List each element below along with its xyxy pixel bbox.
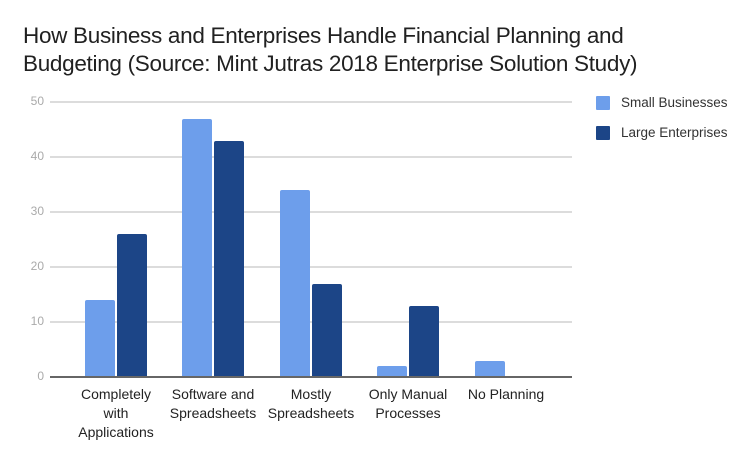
bar-large-enterprises[interactable] (117, 234, 147, 377)
x-axis-label: Only Manual Processes (368, 386, 448, 421)
x-axis-baseline (50, 376, 572, 378)
x-axis-label: Completely with Applications (78, 386, 154, 440)
y-tick-label: 40 (30, 149, 44, 163)
bar-small-businesses[interactable] (280, 190, 310, 377)
y-tick-label: 0 (37, 369, 44, 383)
gridline (50, 211, 572, 213)
legend-label: Large Enterprises (621, 125, 728, 140)
x-axis-label: Mostly Spreadsheets (267, 386, 355, 421)
y-tick-label: 30 (30, 204, 44, 218)
chart-title-line-1: How Business and Enterprises Handle Fina… (23, 23, 624, 48)
bar-large-enterprises[interactable] (312, 283, 342, 377)
bar-small-businesses[interactable] (475, 360, 505, 377)
bar-small-businesses[interactable] (85, 300, 115, 377)
gridline (50, 156, 572, 158)
legend-swatch-icon (596, 125, 610, 140)
legend-item[interactable]: Large Enterprises (596, 125, 728, 140)
legend-item[interactable]: Small Businesses (596, 95, 728, 110)
x-axis-label: Software and Spreadsheets (169, 386, 257, 421)
x-axis-label: No Planning (467, 386, 545, 402)
gridline (50, 266, 572, 268)
gridline (50, 101, 572, 103)
bar-large-enterprises[interactable] (409, 305, 439, 377)
bar-small-businesses[interactable] (182, 118, 212, 377)
y-tick-label: 10 (30, 314, 44, 328)
y-tick-label: 20 (30, 259, 44, 273)
chart-title: How Business and Enterprises Handle Fina… (23, 22, 683, 78)
y-tick-label: 50 (30, 94, 44, 108)
bar-small-businesses[interactable] (377, 366, 407, 377)
legend-swatch-icon (596, 95, 610, 110)
gridline (50, 321, 572, 323)
legend-label: Small Businesses (621, 95, 728, 110)
bar-large-enterprises[interactable] (214, 140, 244, 377)
chart-title-line-2: Budgeting (Source: Mint Jutras 2018 Ente… (23, 51, 638, 76)
